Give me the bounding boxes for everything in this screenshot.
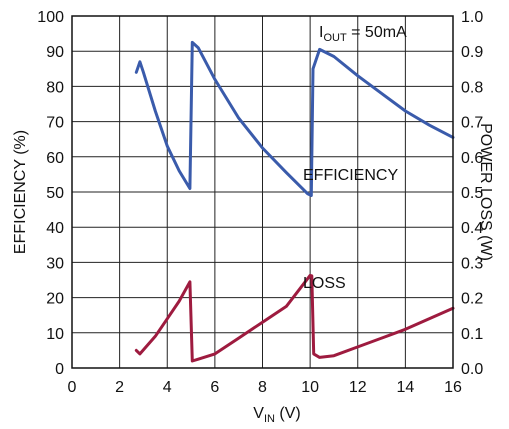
x-axis-title-sub: IN [264, 413, 275, 425]
loss-series-label: LOSS [303, 275, 346, 292]
x-tick-label: 10 [301, 379, 319, 396]
y-right-tick-label: 0.1 [461, 326, 483, 343]
y-right-axis-title: POWER LOSS (W) [477, 123, 494, 261]
x-tick-label: 0 [68, 379, 77, 396]
y-right-tick-label: 0.7 [461, 115, 483, 132]
y-right-tick-label: 0.3 [461, 255, 483, 272]
series-layer [134, 40, 455, 363]
x-tick-label: 8 [258, 379, 267, 396]
right-axis-ticks: 0.0 0.1 0.2 0.3 0.4 0.5 0.6 0.7 0.8 0.9 1.0 [461, 9, 483, 378]
condition-sub: OUT [323, 32, 347, 44]
y-right-tick-label: 0.9 [461, 44, 483, 61]
y-left-tick-label: 20 [46, 291, 64, 308]
y-right-tick-label: 0.5 [461, 185, 483, 202]
x-axis-ticks: 0 2 4 6 8 10 12 14 16 [68, 379, 462, 396]
y-left-tick-label: 70 [46, 115, 64, 132]
x-tick-label: 12 [349, 379, 367, 396]
x-tick-label: 14 [396, 379, 414, 396]
y-left-tick-label: 80 [46, 79, 64, 96]
y-right-tick-label: 0.8 [461, 79, 483, 96]
x-tick-label: 4 [163, 379, 172, 396]
y-left-tick-label: 100 [37, 9, 64, 26]
x-axis-title: VIN (V) [253, 405, 300, 425]
y-left-tick-label: 10 [46, 326, 64, 343]
y-left-tick-label: 50 [46, 185, 64, 202]
condition-label: IOUT = 50mA [319, 24, 407, 44]
efficiency-series-label: EFFICIENCY [303, 167, 398, 184]
y-right-tick-label: 0.4 [461, 220, 483, 237]
condition-rest: = 50mA [347, 24, 407, 41]
x-tick-label: 6 [210, 379, 219, 396]
y-left-tick-label: 90 [46, 44, 64, 61]
y-right-tick-label: 0.6 [461, 150, 483, 167]
y-left-tick-label: 60 [46, 150, 64, 167]
x-axis-title-main: V [253, 405, 264, 422]
x-tick-label: 2 [115, 379, 124, 396]
y-left-tick-label: 0 [55, 361, 64, 378]
x-axis-title-unit: (V) [275, 405, 301, 422]
efficiency-series-line [134, 40, 455, 197]
loss-series-line [134, 273, 455, 363]
grid [72, 16, 453, 368]
y-right-tick-label: 0.0 [461, 361, 483, 378]
plot-frame [71, 15, 454, 369]
y-right-tick-label: 0.2 [461, 291, 483, 308]
left-axis-ticks: 0 10 20 30 40 50 60 70 80 90 100 [37, 9, 64, 378]
y-left-tick-label: 40 [46, 220, 64, 237]
x-tick-label: 16 [444, 379, 462, 396]
condition-main: I [319, 24, 323, 41]
y-left-tick-label: 30 [46, 255, 64, 272]
y-left-axis-title: EFFICIENCY (%) [12, 130, 29, 254]
y-right-tick-label: 1.0 [461, 9, 483, 26]
